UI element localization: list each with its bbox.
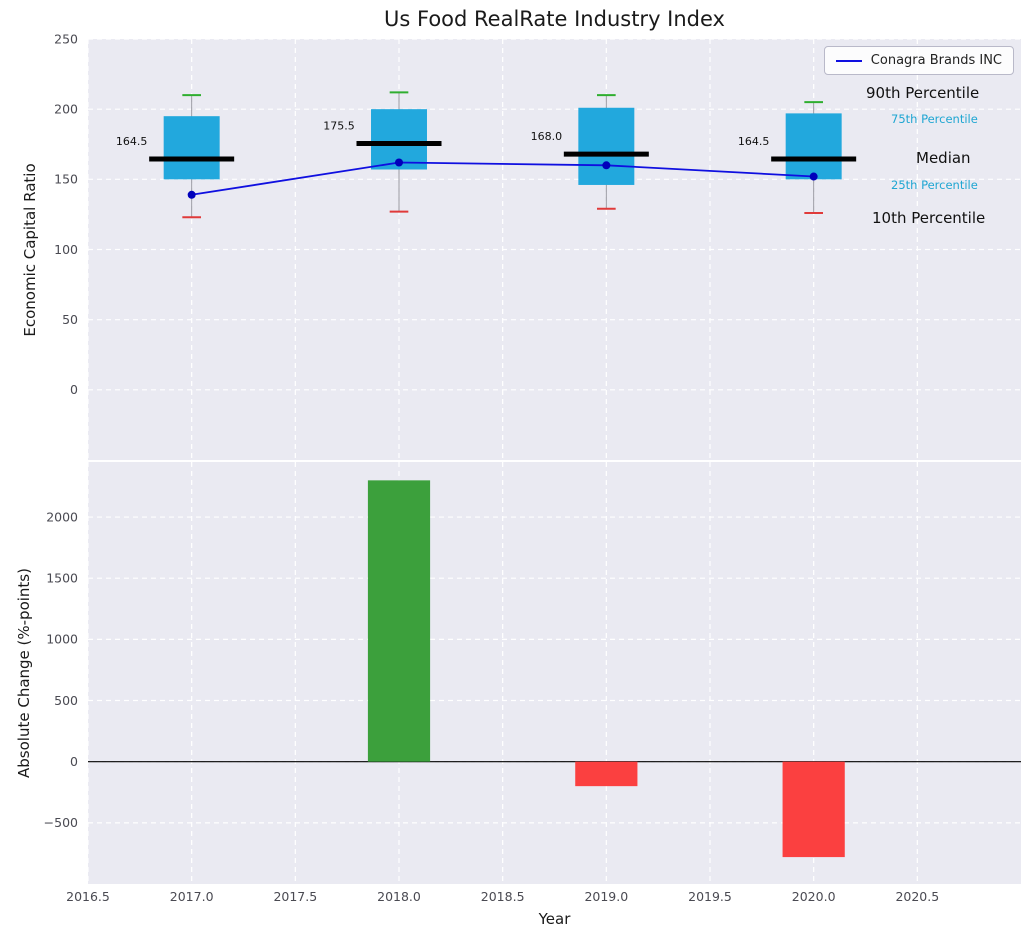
conagra-marker xyxy=(602,161,611,170)
boxplot-panel: 0 50 100 150 200 250 164.5 175.5 168.0 164.5 Cona… xyxy=(54,31,1021,460)
conagra-marker xyxy=(809,172,818,181)
y-tick-label: 0 xyxy=(70,754,78,769)
legend: Conagra Brands INC xyxy=(823,46,1014,75)
y-tick-label: 100 xyxy=(54,242,78,257)
y-tick-label: 500 xyxy=(54,693,78,708)
y-tick-label: −500 xyxy=(44,815,78,830)
bar-chart-svg: 2016.5 2017.0 2017.5 2018.0 2018.5 2019.0 2019… xyxy=(44,462,1021,904)
y-tick-label: 2000 xyxy=(46,509,78,524)
change-bar xyxy=(575,761,638,787)
x-axis-label: Year xyxy=(538,910,571,928)
x-tick-label: 2019.0 xyxy=(584,889,628,904)
conagra-marker xyxy=(187,190,196,199)
x-tick-label: 2016.5 xyxy=(66,889,110,904)
conagra-marker xyxy=(395,158,403,167)
x-tick-label: 2020.5 xyxy=(895,889,939,904)
bottom-y-axis-label: Absolute Change (%-points) xyxy=(15,568,33,778)
p75-annotation: 75th Percentile xyxy=(891,112,978,126)
y-tick-label: 0 xyxy=(70,382,78,397)
x-tick-label: 2017.0 xyxy=(170,889,214,904)
x-tick-label: 2020.0 xyxy=(792,889,836,904)
x-tick-label: 2018.0 xyxy=(377,889,421,904)
median-value-label: 164.5 xyxy=(738,135,770,148)
p25-annotation: 25th Percentile xyxy=(891,178,978,192)
median-annotation: Median xyxy=(916,149,971,167)
x-tick-label: 2017.5 xyxy=(273,889,317,904)
p90-annotation: 90th Percentile xyxy=(866,84,980,102)
y-tick-label: 150 xyxy=(54,172,78,187)
iqr-box xyxy=(578,107,635,185)
change-bar xyxy=(782,761,845,858)
iqr-box xyxy=(163,116,220,180)
p10-annotation: 10th Percentile xyxy=(872,209,986,227)
median-value-label: 175.5 xyxy=(323,120,355,133)
y-tick-label: 1500 xyxy=(46,571,78,586)
bar-panel: 2016.5 2017.0 2017.5 2018.0 2018.5 2019.0 2019… xyxy=(44,462,1021,904)
legend-label: Conagra Brands INC xyxy=(870,53,1002,68)
y-tick-label: 50 xyxy=(62,312,78,327)
median-value-label: 168.0 xyxy=(531,130,563,143)
y-tick-label: 1000 xyxy=(46,632,78,647)
x-tick-label: 2019.5 xyxy=(688,889,732,904)
median-value-label: 164.5 xyxy=(116,135,147,148)
y-tick-label: 200 xyxy=(54,102,78,117)
x-tick-label: 2018.5 xyxy=(481,889,525,904)
y-tick-label: 250 xyxy=(54,31,78,46)
chart-title: Us Food RealRate Industry Index xyxy=(384,7,725,31)
boxplot-svg: 0 50 100 150 200 250 164.5 175.5 168.0 164.5 xyxy=(54,31,1021,460)
change-bar xyxy=(367,480,431,762)
conagra-line xyxy=(191,161,814,196)
top-y-axis-label: Economic Capital Ratio xyxy=(21,163,39,337)
iqr-box xyxy=(785,113,842,180)
legend-line-swatch xyxy=(835,59,862,62)
